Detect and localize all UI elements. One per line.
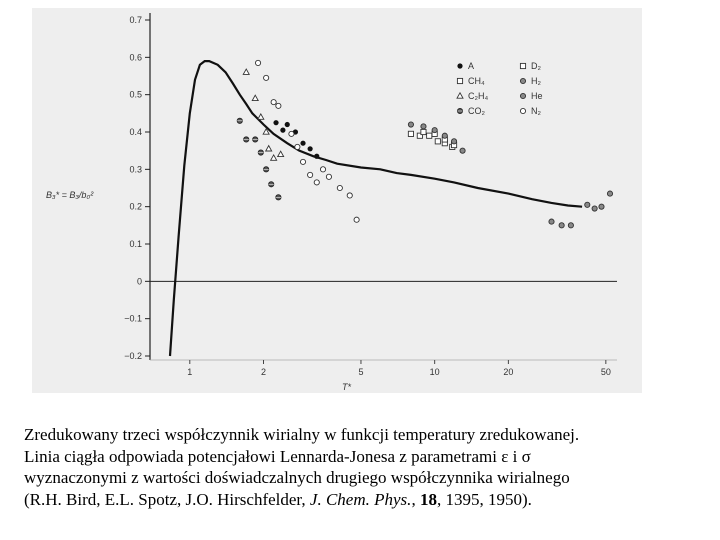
point-ch (434, 138, 441, 145)
point-n (307, 171, 314, 178)
point-a (314, 153, 320, 159)
y-tick-label: 0.7 (129, 15, 142, 25)
caption-line-2: Linia ciągła odpowiada potencjałowi Lenn… (24, 446, 531, 466)
point-h (606, 190, 614, 197)
point-ch (269, 154, 278, 161)
point-he (459, 147, 466, 154)
legend-label-a: A (468, 61, 474, 71)
caption-journal-name: J. Chem. Phys. (309, 489, 412, 509)
legend-marker-ch (456, 91, 464, 99)
y-tick-label: 0.3 (129, 164, 142, 174)
point-ch (416, 132, 423, 139)
chart-axes (149, 13, 617, 361)
point-h (584, 201, 591, 208)
y-tick-label: 0 (137, 276, 142, 286)
point-n (319, 166, 327, 173)
point-ch (257, 112, 265, 120)
point-he (420, 123, 427, 130)
y-tick-label: −0.2 (124, 351, 142, 361)
legend: A CH₄ C₂H₄ CO₂ D₂ H₂ He N₂ (456, 61, 543, 116)
point-h (558, 222, 565, 229)
legend-label-h: H₂ (531, 76, 541, 86)
point-n (336, 184, 343, 192)
y-tick-label: 0.4 (129, 127, 142, 137)
chart: −0.2 −0.1 0 0.1 0.2 0.3 0.4 0.5 0.6 0.7 1 2 5 10 20 50… (46, 13, 617, 392)
point-ch (251, 94, 259, 102)
legend-marker-n (519, 107, 527, 115)
point-n (270, 99, 277, 106)
legend-marker-h (519, 77, 527, 85)
point-h (591, 205, 598, 212)
y-tick-label: −0.1 (124, 314, 142, 324)
point-he (431, 127, 438, 134)
legend-marker-he (519, 92, 527, 100)
legend-label-d: D₂ (531, 61, 541, 71)
legend-label-ch: CH₄ (468, 76, 485, 86)
point-he (441, 132, 448, 139)
y-tick-label: 0.5 (129, 90, 142, 100)
point-ch (407, 130, 414, 137)
x-tick-label: 2 (261, 367, 266, 377)
caption-line-4: (R.H. Bird, E.L. Spotz, J.O. Hirschfelde… (24, 489, 714, 511)
point-h (567, 222, 574, 229)
y-ticks: −0.2 −0.1 0 0.1 0.2 0.3 0.4 0.5 0.6 0.7 (124, 15, 150, 361)
x-tick-label: 50 (601, 367, 611, 377)
legend-marker-ch (456, 77, 464, 85)
point-a (300, 140, 306, 146)
legend-label-co: CO₂ (468, 106, 486, 116)
legend-marker-a (457, 63, 463, 69)
point-he (451, 138, 458, 145)
point-n (353, 216, 360, 223)
point-n (288, 130, 295, 137)
caption-line-1: Zredukowany trzeci współczynnik wirialny… (24, 425, 580, 444)
point-n (275, 102, 282, 109)
point-n (255, 59, 262, 66)
x-tick-label: 1 (187, 367, 192, 377)
point-ch (262, 127, 270, 135)
point-ch (242, 68, 250, 75)
caption-citation-authors: (R.H. Bird, E.L. Spotz, J.O. Hirschfelde… (24, 489, 310, 509)
y-axis-label: B₃* = B₃/b₀² (46, 190, 94, 200)
caption-separator: , (411, 489, 420, 509)
y-tick-label: 0.6 (129, 52, 142, 62)
caption-volume: 18 (419, 489, 437, 509)
point-n (325, 173, 332, 180)
point-n (263, 74, 270, 81)
y-tick-label: 0.2 (129, 202, 142, 212)
x-axis-label: T* (342, 382, 351, 392)
point-n (313, 179, 320, 186)
data-points (236, 59, 614, 229)
figure-caption: Zredukowany trzeci współczynnik wirialny… (24, 424, 714, 510)
point-d (420, 128, 427, 136)
point-ch (264, 144, 273, 152)
point-ch (276, 150, 285, 158)
point-n (346, 192, 353, 199)
x-tick-label: 10 (430, 367, 440, 377)
point-a (280, 127, 286, 133)
legend-marker-d (519, 62, 527, 70)
legend-label-n: N₂ (531, 106, 541, 116)
caption-citation-tail: , 1395, 1950). (436, 489, 532, 509)
point-a (273, 120, 279, 126)
point-a (307, 146, 313, 152)
point-a (284, 121, 290, 128)
point-n (294, 143, 301, 150)
point-ch (426, 132, 433, 139)
point-he (407, 121, 414, 128)
point-h (598, 203, 605, 210)
y-tick-label: 0.1 (129, 239, 142, 249)
x-tick-label: 5 (358, 367, 363, 377)
lennard-jones-curve (168, 60, 583, 357)
x-ticks: 1 2 5 10 20 50 (187, 360, 611, 377)
point-h (548, 218, 555, 225)
point-n (299, 158, 307, 165)
x-tick-label: 20 (503, 367, 513, 377)
legend-label-he: He (531, 91, 543, 101)
legend-label-ch: C₂H₄ (468, 91, 488, 101)
caption-line-3: wyznaczonymi z wartości doświadczalnych … (24, 468, 570, 487)
